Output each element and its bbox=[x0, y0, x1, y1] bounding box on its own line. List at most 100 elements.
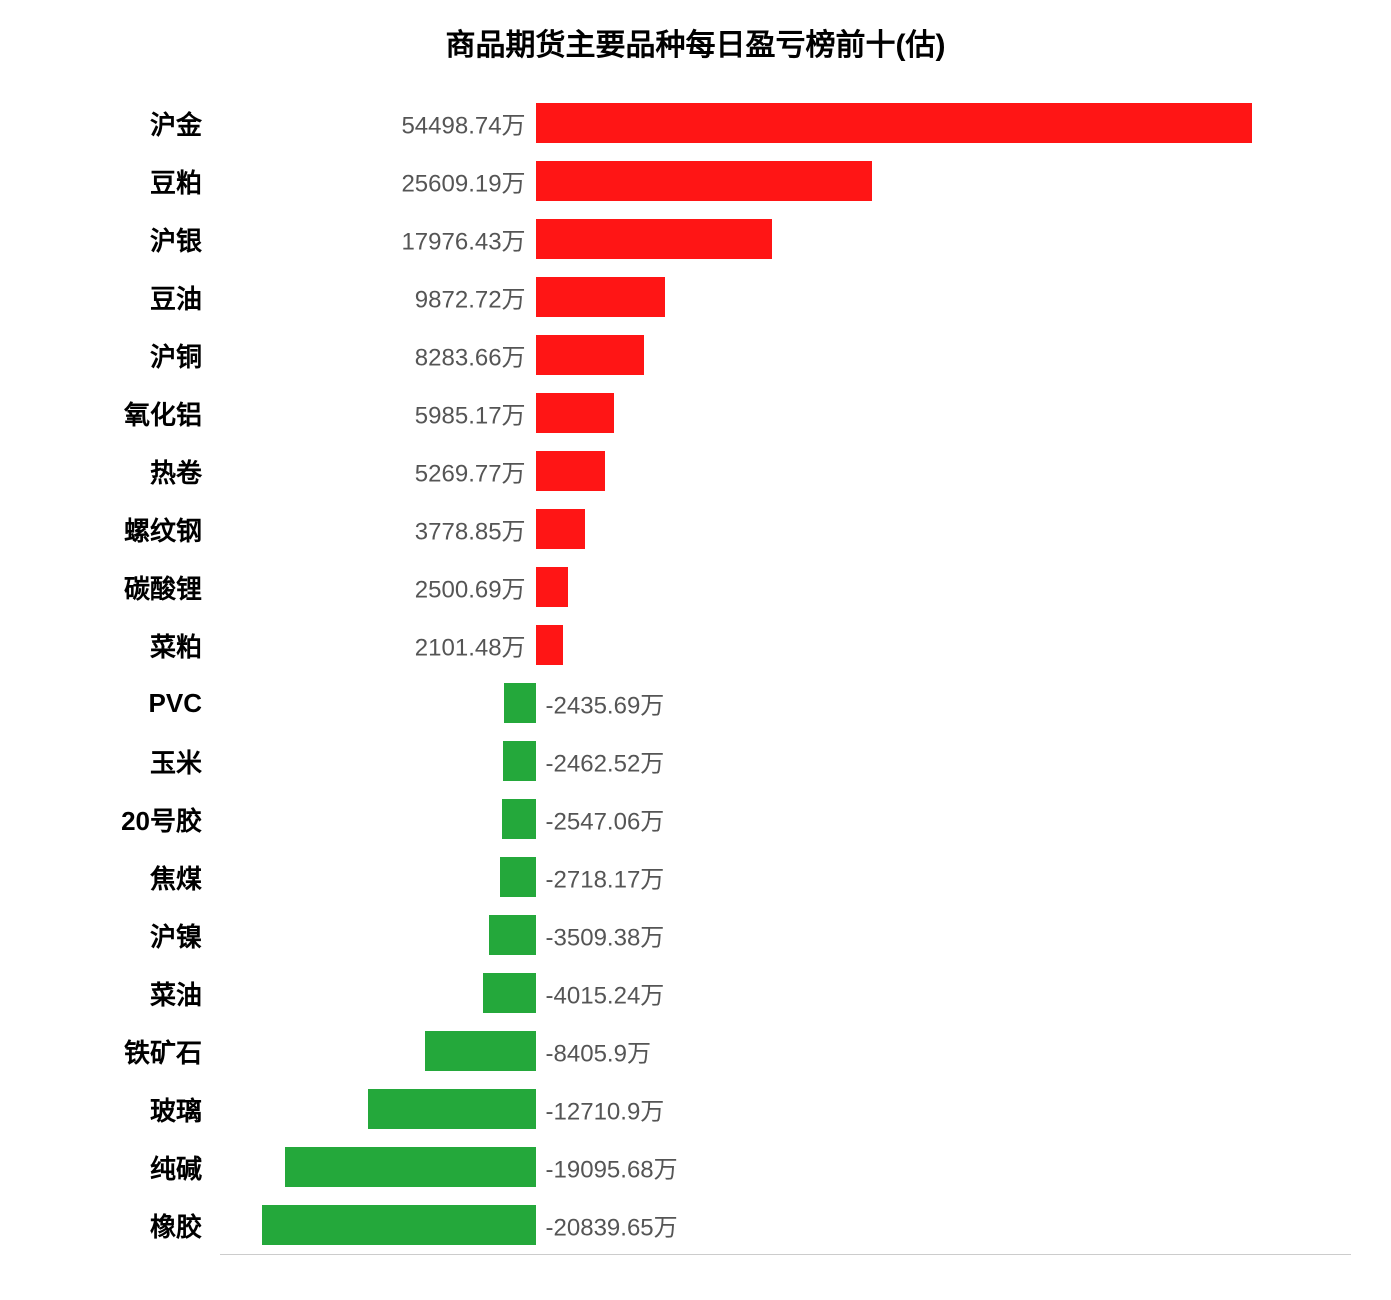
value-label: -2435.69万 bbox=[536, 686, 665, 721]
bar-negative bbox=[425, 1031, 536, 1071]
chart-row: PVC -2435.69万 bbox=[40, 674, 1351, 732]
bar-negative bbox=[368, 1089, 535, 1129]
value-label: -2718.17万 bbox=[536, 860, 665, 895]
category-label: 橡胶 bbox=[40, 1207, 220, 1244]
bar-zone: 3778.85万 bbox=[220, 500, 1351, 558]
x-axis-container bbox=[40, 1254, 1351, 1255]
bar-zone: -2547.06万 bbox=[220, 790, 1351, 848]
axis-spacer bbox=[40, 1254, 220, 1255]
bar-positive bbox=[536, 103, 1253, 143]
category-label: 豆油 bbox=[40, 279, 220, 316]
bar-positive bbox=[536, 219, 772, 259]
chart-row: 热卷5269.77万 bbox=[40, 442, 1351, 500]
bar-zone: 25609.19万 bbox=[220, 152, 1351, 210]
chart-row: 沪金 54498.74万 bbox=[40, 94, 1351, 152]
value-label: -12710.9万 bbox=[536, 1092, 665, 1127]
bar-zone: -2718.17万 bbox=[220, 848, 1351, 906]
bar-negative bbox=[500, 857, 536, 897]
bar-negative bbox=[503, 741, 535, 781]
bar-zone: -4015.24万 bbox=[220, 964, 1351, 1022]
value-label: 5985.17万 bbox=[415, 396, 536, 431]
bar-zone: 8283.66万 bbox=[220, 326, 1351, 384]
chart-plot-area: 沪金 54498.74万豆粕 25609.19万沪银 17976.43万豆油 9872.… bbox=[40, 94, 1351, 1255]
value-label: 54498.74万 bbox=[401, 106, 535, 141]
category-label: 沪金 bbox=[40, 105, 220, 142]
bar-zone: 2500.69万 bbox=[220, 558, 1351, 616]
chart-row: 铁矿石 -8405.9万 bbox=[40, 1022, 1351, 1080]
category-label: 纯碱 bbox=[40, 1149, 220, 1186]
chart-row: 豆粕 25609.19万 bbox=[40, 152, 1351, 210]
bar-zone: 2101.48万 bbox=[220, 616, 1351, 674]
bar-negative bbox=[502, 799, 535, 839]
bar-zone: 5985.17万 bbox=[220, 384, 1351, 442]
value-label: -3509.38万 bbox=[536, 918, 665, 953]
bar-zone: 54498.74万 bbox=[220, 94, 1351, 152]
chart-row: 氧化铝 5985.17万 bbox=[40, 384, 1351, 442]
chart-row: 豆油 9872.72万 bbox=[40, 268, 1351, 326]
bar-positive bbox=[536, 451, 605, 491]
value-label: 2101.48万 bbox=[415, 628, 536, 663]
chart-row: 菜油 -4015.24万 bbox=[40, 964, 1351, 1022]
category-label: 沪铜 bbox=[40, 337, 220, 374]
category-label: 菜油 bbox=[40, 975, 220, 1012]
bar-zone: 17976.43万 bbox=[220, 210, 1351, 268]
category-label: 玻璃 bbox=[40, 1091, 220, 1128]
bar-zone: -19095.68万 bbox=[220, 1138, 1351, 1196]
category-label: 豆粕 bbox=[40, 163, 220, 200]
bar-zone: -2462.52万 bbox=[220, 732, 1351, 790]
chart-title: 商品期货主要品种每日盈亏榜前十(估) bbox=[40, 20, 1351, 64]
value-label: 9872.72万 bbox=[415, 280, 536, 315]
value-label: 5269.77万 bbox=[415, 454, 536, 489]
bar-positive bbox=[536, 161, 873, 201]
value-label: 25609.19万 bbox=[401, 164, 535, 199]
bar-zone: 5269.77万 bbox=[220, 442, 1351, 500]
bar-positive bbox=[536, 567, 569, 607]
chart-row: 焦煤 -2718.17万 bbox=[40, 848, 1351, 906]
value-label: 3778.85万 bbox=[415, 512, 536, 547]
chart-row: 橡胶 -20839.65万 bbox=[40, 1196, 1351, 1254]
value-label: 2500.69万 bbox=[415, 570, 536, 605]
bar-negative bbox=[285, 1147, 536, 1187]
value-label: -19095.68万 bbox=[536, 1150, 678, 1185]
category-label: 玉米 bbox=[40, 743, 220, 780]
bar-zone: -3509.38万 bbox=[220, 906, 1351, 964]
value-label: -2547.06万 bbox=[536, 802, 665, 837]
category-label: PVC bbox=[40, 688, 220, 719]
category-label: 铁矿石 bbox=[40, 1033, 220, 1070]
bar-negative bbox=[483, 973, 536, 1013]
bar-negative bbox=[504, 683, 536, 723]
chart-row: 菜粕 2101.48万 bbox=[40, 616, 1351, 674]
value-label: -2462.52万 bbox=[536, 744, 665, 779]
bar-negative bbox=[262, 1205, 536, 1245]
bar-zone: -20839.65万 bbox=[220, 1196, 1351, 1254]
bar-zone: -12710.9万 bbox=[220, 1080, 1351, 1138]
category-label: 焦煤 bbox=[40, 859, 220, 896]
chart-row: 玉米 -2462.52万 bbox=[40, 732, 1351, 790]
chart-row: 螺纹钢 3778.85万 bbox=[40, 500, 1351, 558]
chart-row: 纯碱 -19095.68万 bbox=[40, 1138, 1351, 1196]
chart-row: 沪镍 -3509.38万 bbox=[40, 906, 1351, 964]
category-label: 20号胶 bbox=[40, 801, 220, 838]
category-label: 菜粕 bbox=[40, 627, 220, 664]
bar-positive bbox=[536, 335, 645, 375]
bar-zone: -2435.69万 bbox=[220, 674, 1351, 732]
category-label: 氧化铝 bbox=[40, 395, 220, 432]
category-label: 沪镍 bbox=[40, 917, 220, 954]
value-label: -8405.9万 bbox=[536, 1034, 651, 1069]
bar-positive bbox=[536, 509, 586, 549]
chart-row: 20号胶 -2547.06万 bbox=[40, 790, 1351, 848]
chart-row: 沪铜 8283.66万 bbox=[40, 326, 1351, 384]
value-label: -4015.24万 bbox=[536, 976, 665, 1011]
value-label: -20839.65万 bbox=[536, 1208, 678, 1243]
chart-row: 玻璃 -12710.9万 bbox=[40, 1080, 1351, 1138]
category-label: 碳酸锂 bbox=[40, 569, 220, 606]
category-label: 沪银 bbox=[40, 221, 220, 258]
x-axis-line bbox=[220, 1254, 1351, 1255]
bar-positive bbox=[536, 393, 615, 433]
value-label: 17976.43万 bbox=[401, 222, 535, 257]
chart-container: 商品期货主要品种每日盈亏榜前十(估) 沪金 54498.74万豆粕 25609.19… bbox=[40, 20, 1351, 1255]
bar-zone: 9872.72万 bbox=[220, 268, 1351, 326]
bar-negative bbox=[489, 915, 535, 955]
value-label: 8283.66万 bbox=[415, 338, 536, 373]
category-label: 螺纹钢 bbox=[40, 511, 220, 548]
